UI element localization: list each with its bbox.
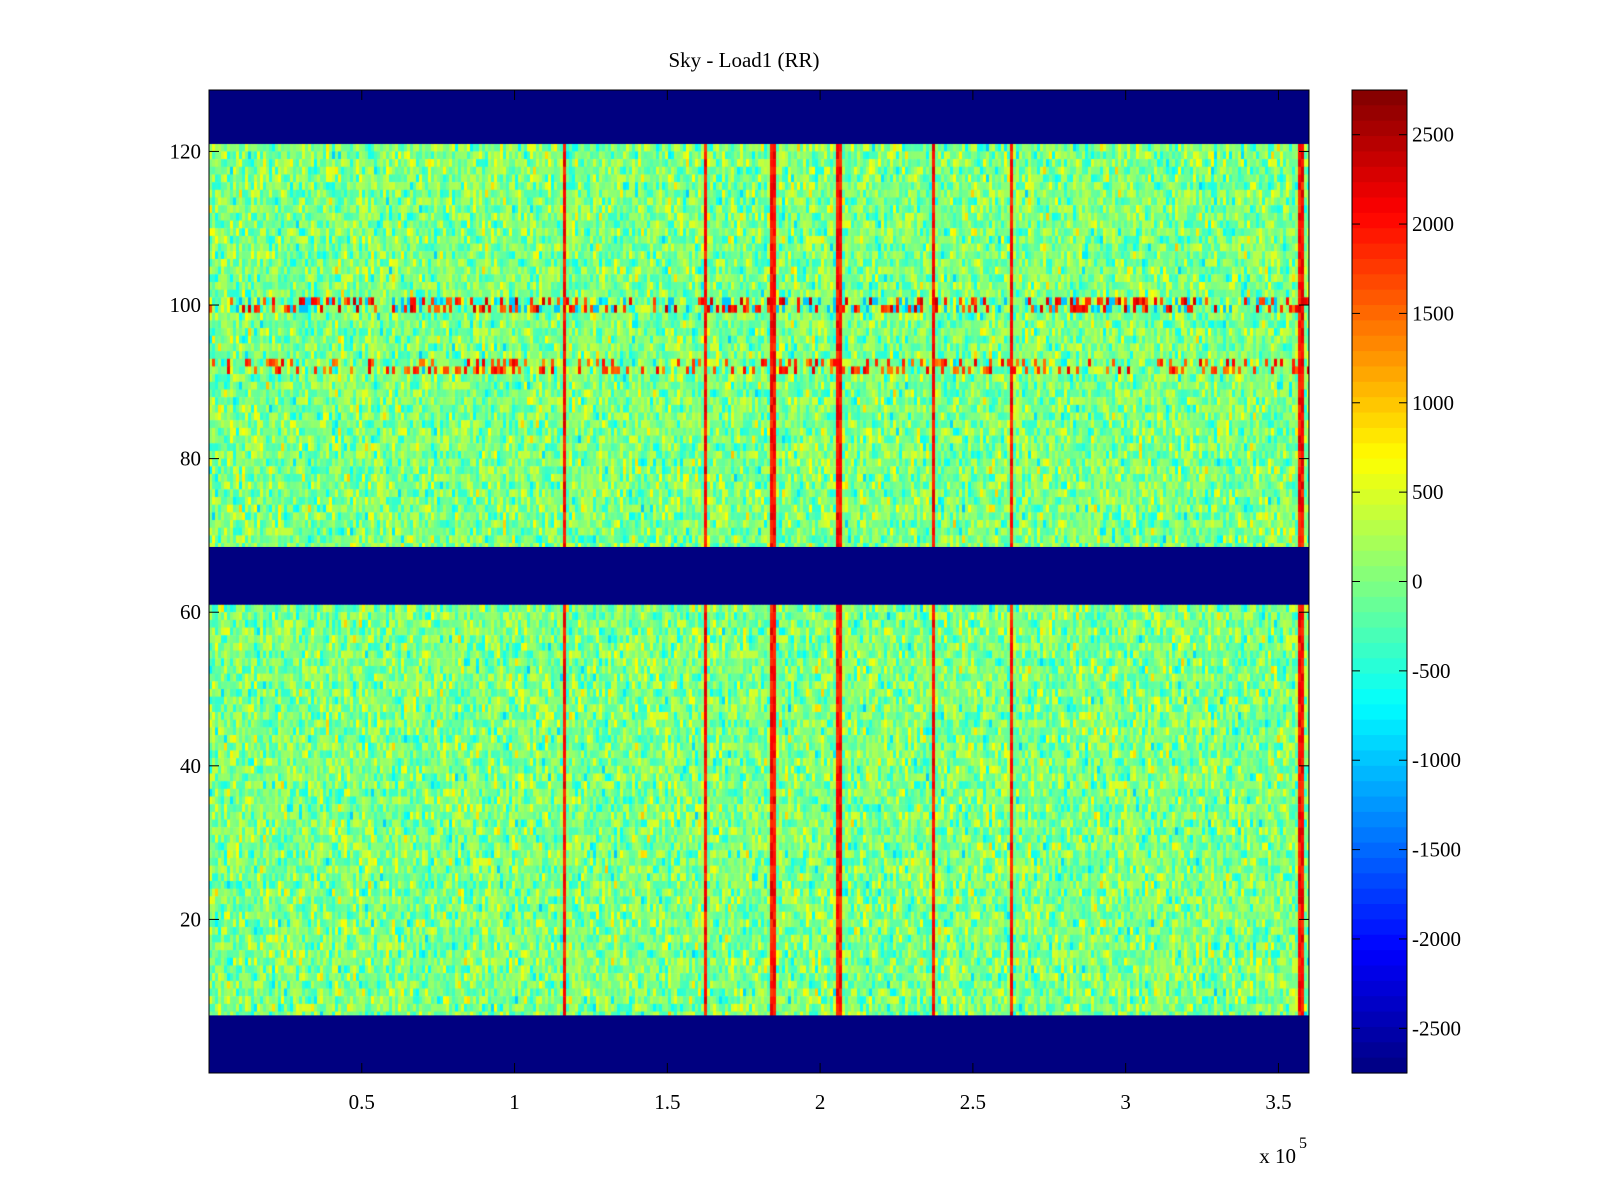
colorbar-swatch — [1352, 1026, 1407, 1043]
colorbar-swatch — [1352, 781, 1407, 798]
colorbar-swatch — [1352, 596, 1407, 613]
y-tick-label: 120 — [170, 139, 202, 163]
colorbar-swatch — [1352, 412, 1407, 429]
x-tick-label: 2.5 — [960, 1090, 986, 1114]
colorbar-swatch — [1352, 166, 1407, 183]
colorbar-tick-label: -2500 — [1412, 1016, 1461, 1040]
colorbar-swatch — [1352, 1011, 1407, 1028]
colorbar-tick-label: -1500 — [1412, 838, 1461, 862]
colorbar-swatch — [1352, 873, 1407, 890]
masked-band-0 — [209, 90, 1309, 144]
colorbar-swatch — [1352, 550, 1407, 567]
colorbar-swatch — [1352, 136, 1407, 153]
colorbar-swatch — [1352, 965, 1407, 982]
colorbar-tick-label: -500 — [1412, 659, 1451, 683]
x-tick-label: 1 — [509, 1090, 520, 1114]
colorbar-swatch — [1352, 182, 1407, 199]
colorbar-swatch — [1352, 796, 1407, 813]
colorbar-swatch — [1352, 535, 1407, 552]
colorbar-swatch — [1352, 904, 1407, 921]
colorbar-swatch — [1352, 197, 1407, 214]
colorbar-swatch — [1352, 566, 1407, 583]
masked-band-1 — [209, 546, 1309, 605]
colorbar-swatch — [1352, 612, 1407, 629]
colorbar-swatch — [1352, 888, 1407, 905]
x-tick-label: 1.5 — [654, 1090, 680, 1114]
colorbar-swatch — [1352, 212, 1407, 229]
colorbar-swatch — [1352, 750, 1407, 767]
y-tick-label: 80 — [180, 447, 201, 471]
colorbar-swatch — [1352, 335, 1407, 352]
y-tick-label: 40 — [180, 754, 201, 778]
colorbar-swatch — [1352, 443, 1407, 460]
colorbar-swatch — [1352, 243, 1407, 260]
x-tick-label: 0.5 — [349, 1090, 375, 1114]
colorbar-swatch — [1352, 704, 1407, 721]
colorbar-swatch — [1352, 658, 1407, 675]
x-tick-label: 2 — [815, 1090, 826, 1114]
x-exponent-label: x 10 — [1259, 1144, 1296, 1168]
colorbar-swatch — [1352, 689, 1407, 705]
colorbar-swatch — [1352, 857, 1407, 874]
colorbar-swatch — [1352, 581, 1407, 598]
x-tick-label: 3 — [1120, 1090, 1131, 1114]
x-exponent-power: 5 — [1299, 1135, 1307, 1152]
colorbar-swatch — [1352, 504, 1407, 521]
chart-title: Sky - Load1 (RR) — [668, 48, 819, 72]
colorbar-tick-label: -1000 — [1412, 748, 1461, 772]
x-tick-label: 3.5 — [1265, 1090, 1291, 1114]
colorbar-swatch — [1352, 305, 1407, 321]
colorbar-swatch — [1352, 735, 1407, 752]
colorbar-swatch — [1352, 827, 1407, 844]
colorbar-swatch — [1352, 458, 1407, 475]
colorbar-swatch — [1352, 351, 1407, 368]
colorbar-swatch — [1352, 642, 1407, 659]
colorbar-swatch — [1352, 934, 1407, 951]
colorbar-tick-label: 0 — [1412, 570, 1423, 594]
colorbar-swatch — [1352, 765, 1407, 782]
y-tick-label: 60 — [180, 600, 201, 624]
colorbar-swatch — [1352, 228, 1407, 245]
colorbar-swatch — [1352, 950, 1407, 967]
colorbar-swatch — [1352, 289, 1407, 306]
colorbar-tick-label: 2500 — [1412, 123, 1454, 147]
colorbar-swatch — [1352, 489, 1407, 506]
colorbar-swatch — [1352, 120, 1407, 137]
colorbar-swatch — [1352, 627, 1407, 644]
colorbar-swatch — [1352, 1057, 1407, 1074]
colorbar-tick-label: 2000 — [1412, 212, 1454, 236]
colorbar-swatch — [1352, 673, 1407, 690]
colorbar-swatch — [1352, 473, 1407, 490]
colorbar-swatch — [1352, 366, 1407, 383]
colorbar-swatch — [1352, 90, 1407, 106]
colorbar-swatch — [1352, 980, 1407, 997]
colorbar-swatch — [1352, 381, 1407, 398]
colorbar-swatch — [1352, 520, 1407, 537]
plot-frame — [208, 89, 1310, 1074]
colorbar-swatch — [1352, 811, 1407, 828]
colorbar-swatch — [1352, 719, 1407, 736]
colorbar-swatch — [1352, 274, 1407, 291]
colorbar-swatch — [1352, 258, 1407, 275]
colorbar-swatch — [1352, 105, 1407, 122]
y-tick-label: 20 — [180, 907, 201, 931]
colorbar-tick-label: 1000 — [1412, 391, 1454, 415]
colorbar-swatch — [1352, 427, 1407, 444]
colorbar-swatch — [1352, 919, 1407, 936]
y-tick-label: 100 — [170, 293, 202, 317]
colorbar-swatch — [1352, 842, 1407, 859]
colorbar-swatch — [1352, 1042, 1407, 1059]
colorbar-swatch — [1352, 397, 1407, 414]
colorbar-swatch — [1352, 320, 1407, 337]
masked-band-2 — [209, 1015, 1309, 1073]
colorbar-tick-label: 1500 — [1412, 301, 1454, 325]
colorbar-tick-label: 500 — [1412, 480, 1444, 504]
colorbar-swatch — [1352, 151, 1407, 168]
colorbar-swatch — [1352, 996, 1407, 1013]
colorbar-tick-label: -2000 — [1412, 927, 1461, 951]
